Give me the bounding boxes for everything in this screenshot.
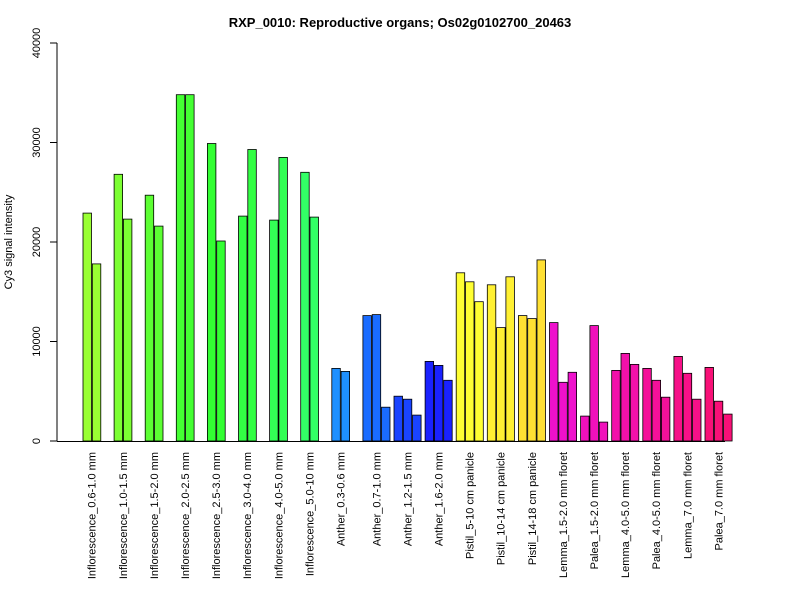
bar bbox=[611, 369, 621, 442]
category-label: Anther_1.2-1.5 mm bbox=[402, 452, 414, 546]
bar bbox=[402, 398, 413, 442]
bar bbox=[185, 94, 195, 442]
bar bbox=[651, 379, 661, 442]
category-label: Lemma_7.0 mm floret bbox=[682, 452, 694, 559]
bars-group bbox=[82, 94, 733, 442]
category-labels: Inflorescence_0.6-1.0 mm Inflorescence_1.… bbox=[87, 452, 726, 579]
y-tick-label: 40000 bbox=[31, 28, 43, 59]
category-label: Inflorescence_2.0-2.5 mm bbox=[180, 452, 192, 579]
bar bbox=[216, 240, 226, 442]
y-axis: 0 10000 20000 30000 40000 bbox=[31, 28, 58, 444]
bar bbox=[91, 263, 102, 442]
bar bbox=[713, 400, 724, 442]
bar bbox=[567, 371, 577, 442]
bar bbox=[704, 366, 714, 442]
bar bbox=[309, 216, 319, 442]
category-label: Inflorescence_3.0-4.0 mm bbox=[242, 452, 254, 579]
category-label: Palea_4.0-5.0 mm floret bbox=[651, 452, 663, 569]
bar bbox=[154, 225, 164, 442]
bar bbox=[558, 381, 568, 442]
bar bbox=[123, 218, 133, 442]
category-label: Inflorescence_1.5-2.0 mm bbox=[149, 452, 161, 579]
bar bbox=[455, 272, 466, 442]
bar bbox=[443, 379, 453, 442]
bar bbox=[331, 367, 341, 442]
bar bbox=[113, 173, 123, 442]
bar bbox=[206, 143, 217, 442]
bar bbox=[620, 352, 630, 442]
category-label: Lemma_4.0-5.0 mm floret bbox=[620, 452, 632, 578]
y-tick-label: 20000 bbox=[31, 227, 43, 258]
bar bbox=[82, 212, 92, 442]
bar bbox=[412, 414, 422, 442]
bar bbox=[371, 314, 382, 442]
y-tick-label: 10000 bbox=[31, 326, 43, 357]
bar bbox=[549, 322, 559, 442]
bar bbox=[175, 94, 186, 442]
category-label: Pistil_10-14 cm panicle bbox=[496, 452, 508, 565]
bar bbox=[536, 259, 546, 442]
bar bbox=[505, 276, 515, 442]
y-tick-label: 0 bbox=[31, 438, 43, 444]
bar bbox=[238, 215, 248, 442]
bar bbox=[629, 363, 640, 442]
bar bbox=[393, 395, 403, 442]
bar bbox=[465, 281, 475, 442]
bar bbox=[362, 315, 372, 442]
bar bbox=[144, 194, 155, 442]
category-label: Palea_1.5-2.0 mm floret bbox=[589, 452, 601, 569]
bar bbox=[247, 149, 257, 442]
category-label: Palea_7.0 mm floret bbox=[713, 452, 725, 550]
category-label: Lemma_1.5-2.0 mm floret bbox=[558, 452, 570, 578]
bar bbox=[300, 171, 310, 442]
bar bbox=[598, 421, 609, 442]
bar bbox=[433, 364, 444, 442]
bar bbox=[424, 360, 435, 442]
bar bbox=[486, 284, 497, 442]
chart-title: RXP_0010: Reproductive organs; Os02g0102… bbox=[229, 15, 572, 30]
category-label: Inflorescence_0.6-1.0 mm bbox=[87, 452, 99, 579]
bar bbox=[682, 372, 693, 442]
bar bbox=[723, 413, 733, 442]
category-label: Pistil_5-10 cm panicle bbox=[465, 452, 477, 559]
bar bbox=[589, 325, 599, 442]
bar bbox=[692, 398, 702, 442]
category-label: Anther_1.6-2.0 mm bbox=[434, 452, 446, 546]
bar bbox=[474, 301, 484, 442]
y-axis-label: Cy3 signal intensity bbox=[3, 194, 15, 289]
category-label: Inflorescence_2.5-3.0 mm bbox=[211, 452, 223, 579]
category-label: Anther_0.3-0.6 mm bbox=[336, 452, 348, 546]
category-label: Anther_0.7-1.0 mm bbox=[371, 452, 383, 546]
bar bbox=[496, 327, 506, 442]
bar bbox=[661, 396, 671, 442]
bar bbox=[673, 355, 683, 442]
bar bbox=[340, 370, 351, 442]
bar bbox=[269, 219, 279, 442]
category-label: Pistil_14-18 cm panicle bbox=[527, 452, 539, 565]
category-label: Inflorescence_5.0-10 mm bbox=[304, 452, 316, 576]
y-tick-label: 30000 bbox=[31, 127, 43, 158]
category-label: Inflorescence_4.0-5.0 mm bbox=[273, 452, 285, 579]
bar bbox=[642, 367, 652, 442]
category-label: Inflorescence_1.0-1.5 mm bbox=[118, 452, 130, 579]
bar bbox=[527, 318, 537, 442]
bar bbox=[580, 415, 590, 442]
bar bbox=[278, 156, 288, 442]
bar bbox=[381, 406, 391, 442]
bar bbox=[518, 315, 528, 442]
